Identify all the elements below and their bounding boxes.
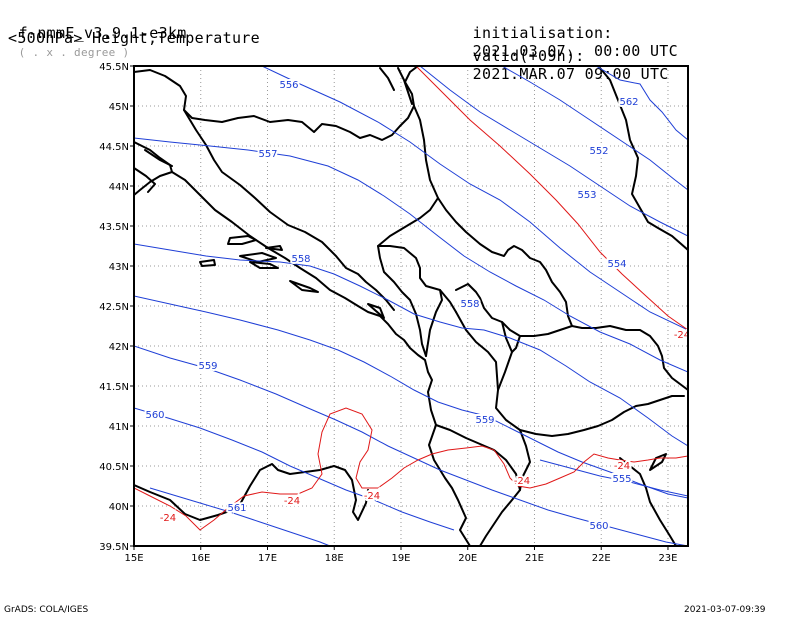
height-contour-label-halo: 554 [607, 259, 626, 270]
temperature-contour-label: -24 [160, 513, 176, 524]
height-contour-label: 555 [612, 474, 631, 485]
temperature-contour-label-halo: -24 [160, 513, 176, 524]
model-units: ( . x . degree ) [18, 46, 130, 59]
lon-tick-label: 23E [658, 553, 677, 564]
model-name: f-nmmE_v3.9.1-e3km [18, 24, 187, 42]
footer-timestamp: 2021-03-07-09:39 [684, 605, 766, 615]
temperature-contour-label-halo: -24 [614, 461, 630, 472]
valid-label: valid(+09h): [472, 47, 585, 65]
height-contour-label-halo: 556 [279, 80, 298, 91]
height-contour-label: 562 [619, 97, 638, 108]
height-contour-label: 554 [607, 259, 626, 270]
height-contour-label-halo: 559 [475, 415, 494, 426]
lon-tick-label: 17E [258, 553, 277, 564]
lon-tick-label: 18E [325, 553, 344, 564]
height-contours [134, 66, 688, 546]
height-contour-label-halo: 560 [589, 521, 608, 532]
valid-value: 2021.MAR.07 09:00 UTC [472, 65, 669, 83]
init-label: initialisation: [472, 24, 613, 42]
height-contour-label-halo: 553 [577, 190, 596, 201]
coastlines-borders [134, 66, 688, 546]
height-contour-label: 557 [258, 149, 277, 160]
height-contour-label: 556 [279, 80, 298, 91]
init-value: 2021.03.07. 00:00 UTC [472, 42, 678, 60]
temperature-contour-label: -24 [614, 461, 630, 472]
lon-tick-label: 16E [191, 553, 210, 564]
lat-tick-label: 43N [109, 262, 129, 273]
map-grid [134, 66, 688, 546]
footer-credit: GrADS: COLA/IGES [4, 605, 89, 615]
height-contour-label: 561 [227, 503, 246, 514]
lat-tick-label: 45.5N [99, 62, 129, 73]
height-contour-label-halo: 560 [145, 410, 164, 421]
height-contour-label: 558 [460, 299, 479, 310]
lon-tick-label: 19E [391, 553, 410, 564]
lat-tick-label: 42N [109, 342, 129, 353]
height-contour-label-halo: 562 [619, 97, 638, 108]
height-contour-label: 559 [198, 361, 217, 372]
height-contour-label-halo: 559 [198, 361, 217, 372]
height-contour-label-halo: 561 [227, 503, 246, 514]
lat-tick-label: 44N [109, 182, 129, 193]
height-contour-label: 559 [475, 415, 494, 426]
level-title: <500hPa> Height,Temperature [8, 29, 260, 47]
temperature-contour-label-halo: -24 [514, 476, 530, 487]
height-contour-label-halo: 558 [291, 254, 310, 265]
lat-tick-label: 43.5N [99, 222, 129, 233]
height-contour-label: 560 [589, 521, 608, 532]
temperature-contours [134, 66, 688, 531]
lon-tick-label: 15E [124, 553, 143, 564]
temperature-contour-label: -24 [514, 476, 530, 487]
lon-tick-label: 20E [458, 553, 477, 564]
height-contour-label-halo: 552 [589, 146, 608, 157]
lat-tick-label: 44.5N [99, 142, 129, 153]
lat-tick-label: 42.5N [99, 302, 129, 313]
temperature-contour-label-halo: -24 [674, 330, 690, 341]
height-contour-label: 552 [589, 146, 608, 157]
lat-tick-label: 40N [109, 502, 129, 513]
height-contour-label-halo: 555 [612, 474, 631, 485]
lat-tick-label: 45N [109, 102, 129, 113]
lat-tick-label: 40.5N [99, 462, 129, 473]
temperature-contour-label: -24 [674, 330, 690, 341]
lon-tick-label: 22E [592, 553, 611, 564]
height-contour-label-halo: 558 [460, 299, 479, 310]
lat-tick-label: 39.5N [99, 542, 129, 553]
temperature-contour-label: -24 [364, 491, 380, 502]
temperature-contour-label-halo: -24 [364, 491, 380, 502]
temperature-contour-label-halo: -24 [284, 496, 300, 507]
lat-tick-label: 41N [109, 422, 129, 433]
longitude-labels: 15E 16E 17E 18E 19E 20E 21E 22E 23E [124, 546, 677, 564]
height-contour-label-halo: 557 [258, 149, 277, 160]
lat-tick-label: 41.5N [99, 382, 129, 393]
latitude-labels: 39.5N 40N 40.5N 41N 41.5N 42N 42.5N 43N 43.5N 44N… [99, 62, 134, 553]
lon-tick-label: 21E [525, 553, 544, 564]
height-contour-label: 560 [145, 410, 164, 421]
height-contour-label: 558 [291, 254, 310, 265]
height-contour-label: 553 [577, 190, 596, 201]
temperature-contour-label: -24 [284, 496, 300, 507]
